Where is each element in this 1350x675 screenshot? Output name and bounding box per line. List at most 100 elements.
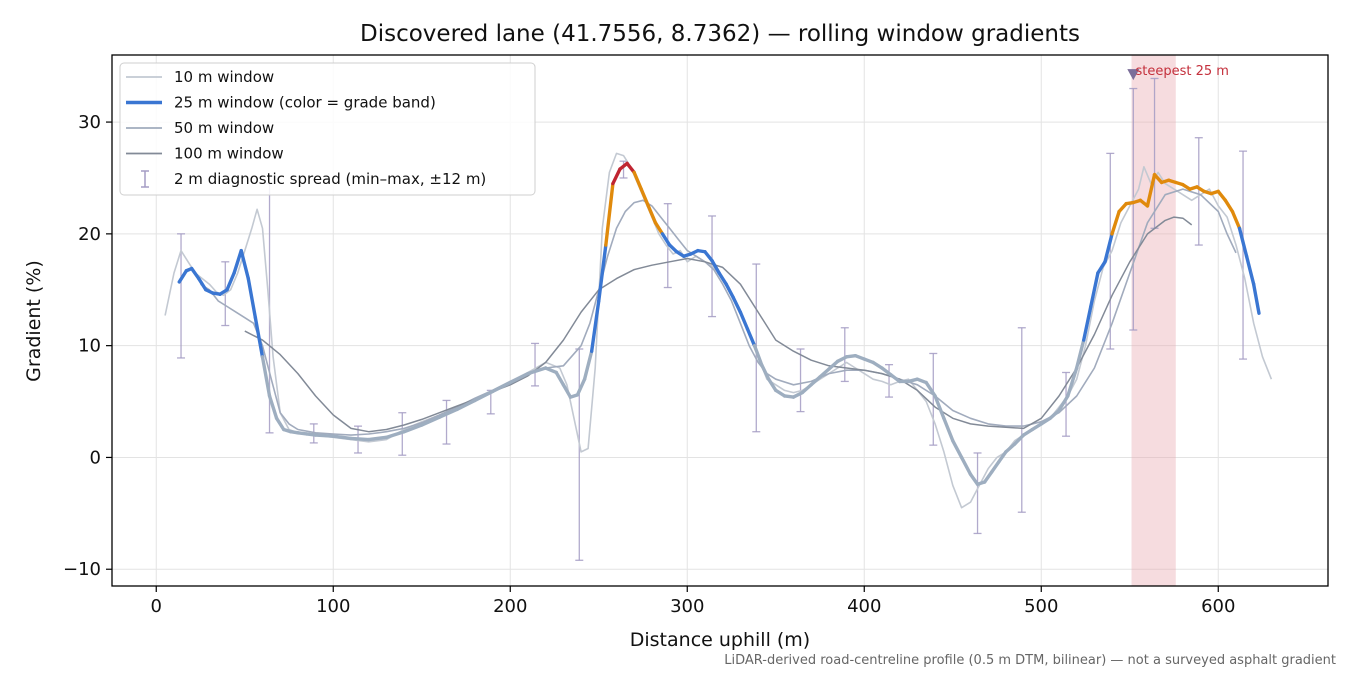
series-25m-segment [455, 398, 477, 412]
y-tick-label: 0 [90, 447, 101, 468]
series-25m-segment [933, 394, 946, 421]
series-50m-line [200, 188, 1237, 436]
series-25m-segment [490, 380, 512, 394]
series-25m-segment [766, 377, 778, 393]
series-25m-segment [239, 248, 250, 281]
series-25m-segment [800, 383, 813, 395]
series-25m-segment [639, 187, 651, 208]
series-25m-segment [653, 220, 665, 236]
legend-label: 2 m diagnostic spread (min–max, ±12 m) [174, 170, 486, 188]
series-25m-segment [589, 299, 601, 353]
series-25m-segment [1216, 189, 1228, 203]
x-tick-label: 0 [151, 596, 162, 617]
series-25m-segment [260, 355, 272, 398]
series-25m-segment [646, 204, 658, 225]
series-25m-segment [1223, 198, 1235, 214]
legend: 10 m window 25 m window (color = grade ba… [119, 62, 536, 196]
series-25m-segment [543, 366, 558, 375]
series-25m-segment [989, 460, 1001, 474]
series-25m-segment [420, 415, 442, 427]
x-tick-label: 500 [1024, 596, 1058, 617]
series-25m-segment [818, 367, 831, 379]
x-tick-label: 300 [670, 596, 704, 617]
series-25m-segment [871, 360, 884, 370]
series-25m-segment [997, 450, 1008, 464]
series-25m-segment [611, 167, 622, 186]
legend-box [119, 62, 536, 196]
x-tick-label: 400 [847, 596, 881, 617]
series-25m-segment [1021, 427, 1035, 437]
series-25m-segment [759, 362, 771, 381]
series-25m-segment [508, 371, 530, 385]
y-tick-label: 10 [78, 336, 101, 357]
series-25m-segment [1089, 271, 1100, 309]
series-25m-segment [274, 416, 286, 432]
series-25m-segment [717, 271, 728, 286]
series-25m-segment [232, 248, 243, 275]
series-25m-segment [1117, 201, 1128, 214]
series-25m-segment [197, 276, 208, 292]
series-25m-segment [331, 434, 353, 441]
series-25m-segment [632, 170, 643, 191]
series-25m-segment [313, 433, 335, 438]
x-tick-label: 100 [316, 596, 350, 617]
series-25m-segment [1251, 282, 1261, 315]
series-25m-segment [1004, 442, 1017, 454]
series-25m-segment [402, 423, 424, 434]
series-25m-segment [703, 250, 714, 263]
series-25m-segment [724, 282, 735, 300]
y-tick-label: 30 [78, 112, 101, 133]
series-25m-segment [177, 269, 189, 284]
series-25m-segment [710, 258, 721, 275]
series-25m-segment [827, 359, 840, 371]
series-25m-segment [1057, 394, 1070, 413]
series-25m-segment [1030, 422, 1043, 432]
series-25m-segment [752, 343, 764, 367]
series-25m-segment [1082, 304, 1093, 342]
series-25m-segment [267, 394, 279, 421]
series-25m-segment [1039, 416, 1052, 426]
series-25m-segment [437, 407, 459, 419]
legend-label: 25 m window (color = grade band) [174, 94, 436, 112]
series-100m-line [244, 216, 1193, 433]
series-25m-segment [575, 377, 587, 397]
chart-title: Discovered lane (41.7556, 8.7362) — roll… [360, 21, 1080, 47]
series-25m-segment [745, 327, 757, 348]
series-25m-segment [982, 470, 994, 484]
series-25m-segment [959, 455, 973, 476]
series-25m-segment [1244, 254, 1256, 286]
series-25m-segment [246, 276, 258, 320]
legend-label: 10 m window [174, 68, 274, 86]
series-25m-segment [809, 375, 822, 387]
steepest-band [1131, 55, 1176, 586]
x-tick-label: 200 [493, 596, 527, 617]
series-25m-segment [1237, 226, 1249, 258]
series-25m-segment [1110, 209, 1121, 236]
series-25m-segment [1013, 433, 1026, 446]
series-25m-segment [889, 373, 902, 384]
series-group [164, 69, 1273, 561]
series-25m-segment [225, 271, 236, 292]
series-25m-segment [597, 243, 608, 303]
x-axis-label: Distance uphill (m) [630, 629, 810, 651]
y-tick-label: 20 [78, 224, 101, 245]
legend-label: 50 m window [174, 119, 274, 137]
x-tick-label: 600 [1201, 596, 1235, 617]
series-25m-segment [774, 388, 787, 398]
series-25m-segment [1074, 338, 1086, 370]
series-25m-segment [1145, 172, 1157, 208]
series-25m-segment [189, 266, 201, 281]
series-25m-segment [924, 380, 937, 398]
series-25m-segment [1152, 172, 1164, 185]
steepest-label: steepest 25 m [1136, 64, 1229, 79]
series-25m-segment [1230, 209, 1242, 230]
series-25m-segment [1048, 408, 1061, 421]
series-25m-segment [582, 349, 594, 381]
y-tick-label: −10 [63, 559, 101, 580]
series-25m-segment [738, 310, 750, 331]
series-25m-segment [349, 436, 371, 442]
series-25m-segment [526, 366, 548, 376]
series-25m-segment [1066, 366, 1079, 398]
steepest-marker [1127, 69, 1140, 81]
series-25m-segment [1103, 232, 1114, 264]
